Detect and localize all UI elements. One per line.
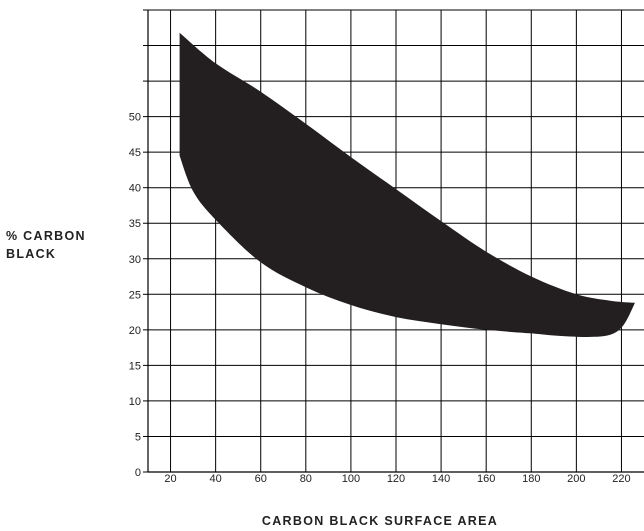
y-axis-title-line-1: % CARBON (6, 229, 86, 243)
x-tick-label: 200 (567, 473, 585, 485)
x-axis-title: CARBON BLACK SURFACE AREA (262, 514, 498, 528)
x-tick-label: 220 (612, 473, 630, 485)
y-tick-label: 15 (129, 360, 141, 372)
x-tick-label: 120 (387, 473, 405, 485)
y-tick-label: 45 (129, 147, 141, 159)
y-tick-label: 25 (129, 289, 141, 301)
x-tick-label: 180 (522, 473, 540, 485)
x-tick-label: 140 (432, 473, 450, 485)
y-tick-label: 0 (135, 467, 141, 479)
x-tick-label: 100 (342, 473, 360, 485)
y-tick-label: 50 (129, 112, 141, 124)
y-tick-label: 30 (129, 254, 141, 266)
y-tick-label: 5 (135, 431, 141, 443)
x-tick-label: 20 (164, 473, 176, 485)
x-tick-label: 60 (255, 473, 267, 485)
y-axis-ticks: 0 5 10 15 20 25 30 35 40 45 50 (129, 112, 141, 479)
x-axis-ticks: 20 40 60 80 100 120 140 160 180 200 220 (164, 473, 630, 485)
y-axis-title-line-2: BLACK (6, 247, 56, 261)
carbon-black-range-area (179, 32, 635, 338)
y-tick-label: 20 (129, 325, 141, 337)
y-tick-label: 40 (129, 183, 141, 195)
x-tick-label: 40 (210, 473, 222, 485)
y-tick-label: 10 (129, 396, 141, 408)
y-tick-label: 35 (129, 218, 141, 230)
x-tick-label: 80 (300, 473, 312, 485)
x-tick-label: 160 (477, 473, 495, 485)
